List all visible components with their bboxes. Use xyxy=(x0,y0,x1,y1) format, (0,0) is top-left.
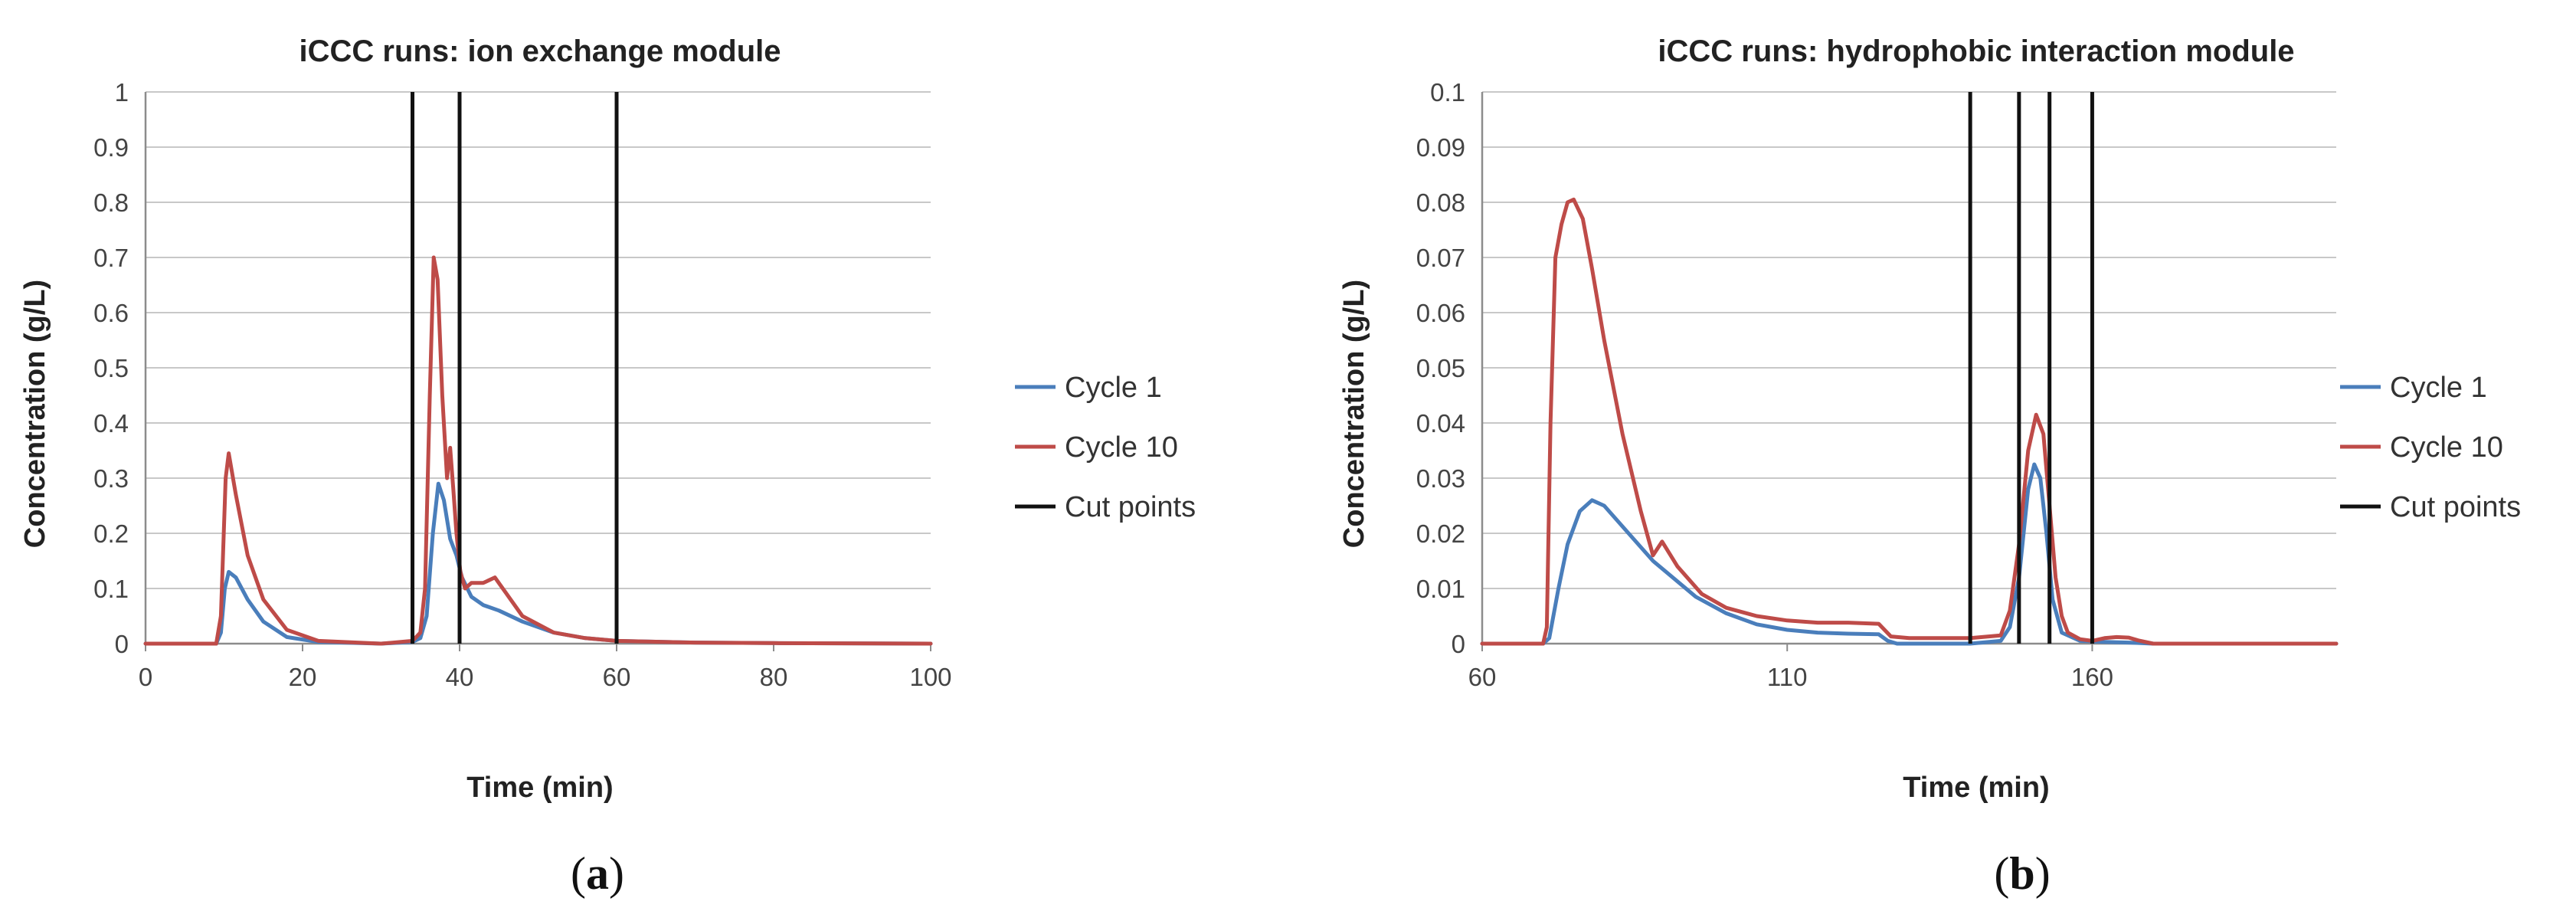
y-tick-label: 0.5 xyxy=(93,354,129,382)
series-lines xyxy=(1480,92,2339,646)
legend-label-cycle-1: Cycle 1 xyxy=(1065,372,1162,404)
x-tick-label: 80 xyxy=(760,663,788,691)
y-tick-labels: 0 0.1 0.2 0.3 0.4 0.5 0.6 0.7 0.8 0.9 1 xyxy=(93,78,129,658)
series-line-cycle-10 xyxy=(143,255,933,646)
x-tick-label: 100 xyxy=(909,663,951,691)
panel-label-close: ) xyxy=(2035,848,2051,899)
y-tick-label: 0 xyxy=(1452,630,1465,658)
gridlines xyxy=(146,91,931,589)
y-tick-label: 0.06 xyxy=(1416,299,1465,327)
panel-label-letter: b xyxy=(2009,848,2034,899)
chart-title: iCCC runs: hydrophobic interaction modul… xyxy=(1658,34,2294,68)
y-tick-label: 0.05 xyxy=(1416,354,1465,382)
panel-label-open: ( xyxy=(1994,848,2009,899)
y-tick-label: 0.8 xyxy=(93,188,129,217)
axes xyxy=(144,92,931,651)
legend-label-cycle-1: Cycle 1 xyxy=(2390,372,2487,404)
legend-label-cut-points: Cut points xyxy=(1065,491,1196,523)
y-tick-label: 0.1 xyxy=(93,575,129,603)
series-lines xyxy=(143,92,933,646)
y-tick-label: 0.7 xyxy=(93,244,129,272)
y-tick-label: 0.03 xyxy=(1416,464,1465,493)
x-tick-label: 110 xyxy=(1767,663,1808,691)
y-tick-label: 0.2 xyxy=(93,520,129,548)
y-tick-label: 0.6 xyxy=(93,299,129,327)
x-tick-labels: 0 20 40 60 80 100 xyxy=(139,663,952,691)
chart-ion-exchange: iCCC runs: ion exchange module 0 0.1 0.2 0.… xyxy=(19,34,1196,804)
panel-label-open: ( xyxy=(571,848,586,899)
x-tick-label: 60 xyxy=(1468,663,1497,691)
y-tick-label: 0.01 xyxy=(1416,575,1465,603)
y-axis-label: Concentration (g/L) xyxy=(1338,280,1370,548)
x-tick-labels: 60 110 160 xyxy=(1468,663,2113,691)
panel-label-a: (a) xyxy=(571,848,624,899)
y-tick-label: 0 xyxy=(115,630,129,658)
x-tick-label: 0 xyxy=(139,663,152,691)
series-line-cycle-1 xyxy=(143,481,933,646)
legend: Cycle 1 Cycle 10 Cut points xyxy=(1015,372,1196,523)
panel-label-b: (b) xyxy=(1994,848,2050,899)
gridlines xyxy=(1482,91,2336,589)
x-tick-label: 60 xyxy=(603,663,631,691)
chart-hydrophobic-interaction: iCCC runs: hydrophobic interaction modul… xyxy=(1338,34,2521,804)
x-tick-label: 160 xyxy=(2071,663,2113,691)
x-axis-label: Time (min) xyxy=(1903,772,2049,804)
y-tick-labels: 0 0.01 0.02 0.03 0.04 0.05 0.06 0.07 0.08 0.09 0.1 xyxy=(1416,78,1465,658)
legend-label-cycle-10: Cycle 10 xyxy=(2390,431,2503,464)
series-line-cycle-1 xyxy=(1480,462,2339,646)
y-tick-label: 0.9 xyxy=(93,133,129,162)
y-tick-label: 0.4 xyxy=(93,409,129,438)
series-line-cycle-10 xyxy=(1480,197,2339,646)
x-tick-label: 40 xyxy=(446,663,474,691)
y-tick-label: 0.3 xyxy=(93,464,129,493)
y-tick-label: 0.09 xyxy=(1416,133,1465,162)
panel-label-letter: a xyxy=(586,848,609,899)
y-tick-label: 0.04 xyxy=(1416,409,1465,438)
y-tick-label: 0.1 xyxy=(1430,78,1465,107)
y-tick-label: 0.07 xyxy=(1416,244,1465,272)
panel-label-close: ) xyxy=(609,848,624,899)
chart-title: iCCC runs: ion exchange module xyxy=(299,34,781,68)
x-axis-label: Time (min) xyxy=(466,772,613,804)
x-tick-label: 20 xyxy=(289,663,317,691)
legend-label-cycle-10: Cycle 10 xyxy=(1065,431,1178,464)
y-axis-label: Concentration (g/L) xyxy=(19,280,51,548)
y-tick-label: 1 xyxy=(115,78,129,107)
legend-label-cut-points: Cut points xyxy=(2390,491,2521,523)
legend: Cycle 1 Cycle 10 Cut points xyxy=(2340,372,2521,523)
y-tick-label: 0.08 xyxy=(1416,188,1465,217)
y-tick-label: 0.02 xyxy=(1416,520,1465,548)
